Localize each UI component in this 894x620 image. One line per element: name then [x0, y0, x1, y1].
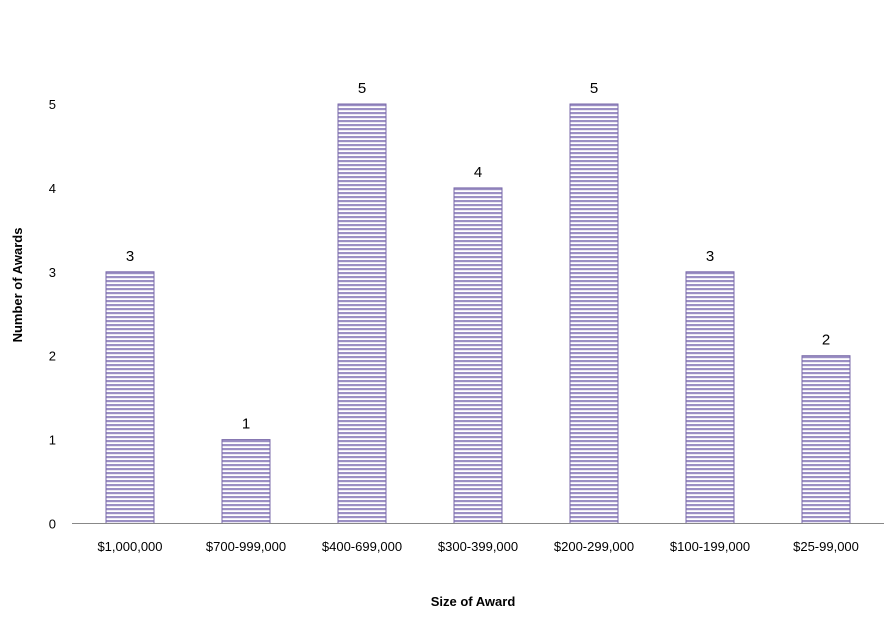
- bar: [453, 187, 503, 524]
- y-tick-label: 1: [49, 433, 56, 448]
- bar: [105, 271, 155, 524]
- data-labels: 3 1 5 4 5 3 2: [126, 80, 830, 433]
- y-tick-label: 2: [49, 349, 56, 364]
- x-axis-ticks: $1,000,000 $700-999,000 $400-699,000 $300-3…: [97, 539, 858, 554]
- data-label: 5: [590, 80, 598, 97]
- bar: [569, 103, 619, 524]
- y-tick-label: 5: [49, 97, 56, 112]
- y-tick-label: 0: [49, 517, 56, 532]
- x-tick-label: $100-199,000: [670, 539, 750, 554]
- x-tick-label: $200-299,000: [554, 539, 634, 554]
- data-label: 3: [126, 248, 134, 265]
- data-label: 5: [358, 80, 366, 97]
- bar: [801, 355, 851, 525]
- x-tick-label: $300-399,000: [438, 539, 518, 554]
- bars: [105, 103, 851, 525]
- x-axis-title: Size of Award: [431, 594, 516, 609]
- y-axis-ticks: 0 1 2 3 4 5: [49, 97, 56, 532]
- y-tick-label: 3: [49, 265, 56, 280]
- x-tick-label: $700-999,000: [206, 539, 286, 554]
- y-axis-title: Number of Awards: [10, 228, 25, 343]
- data-label: 4: [474, 164, 482, 181]
- x-tick-label: $400-699,000: [322, 539, 402, 554]
- bar: [337, 103, 387, 524]
- x-tick-label: $1,000,000: [97, 539, 162, 554]
- bar: [685, 271, 735, 524]
- y-tick-label: 4: [49, 181, 56, 196]
- data-label: 1: [242, 416, 250, 433]
- data-label: 3: [706, 248, 714, 265]
- data-label: 2: [822, 332, 830, 349]
- x-tick-label: $25-99,000: [793, 539, 859, 554]
- bar: [221, 439, 271, 525]
